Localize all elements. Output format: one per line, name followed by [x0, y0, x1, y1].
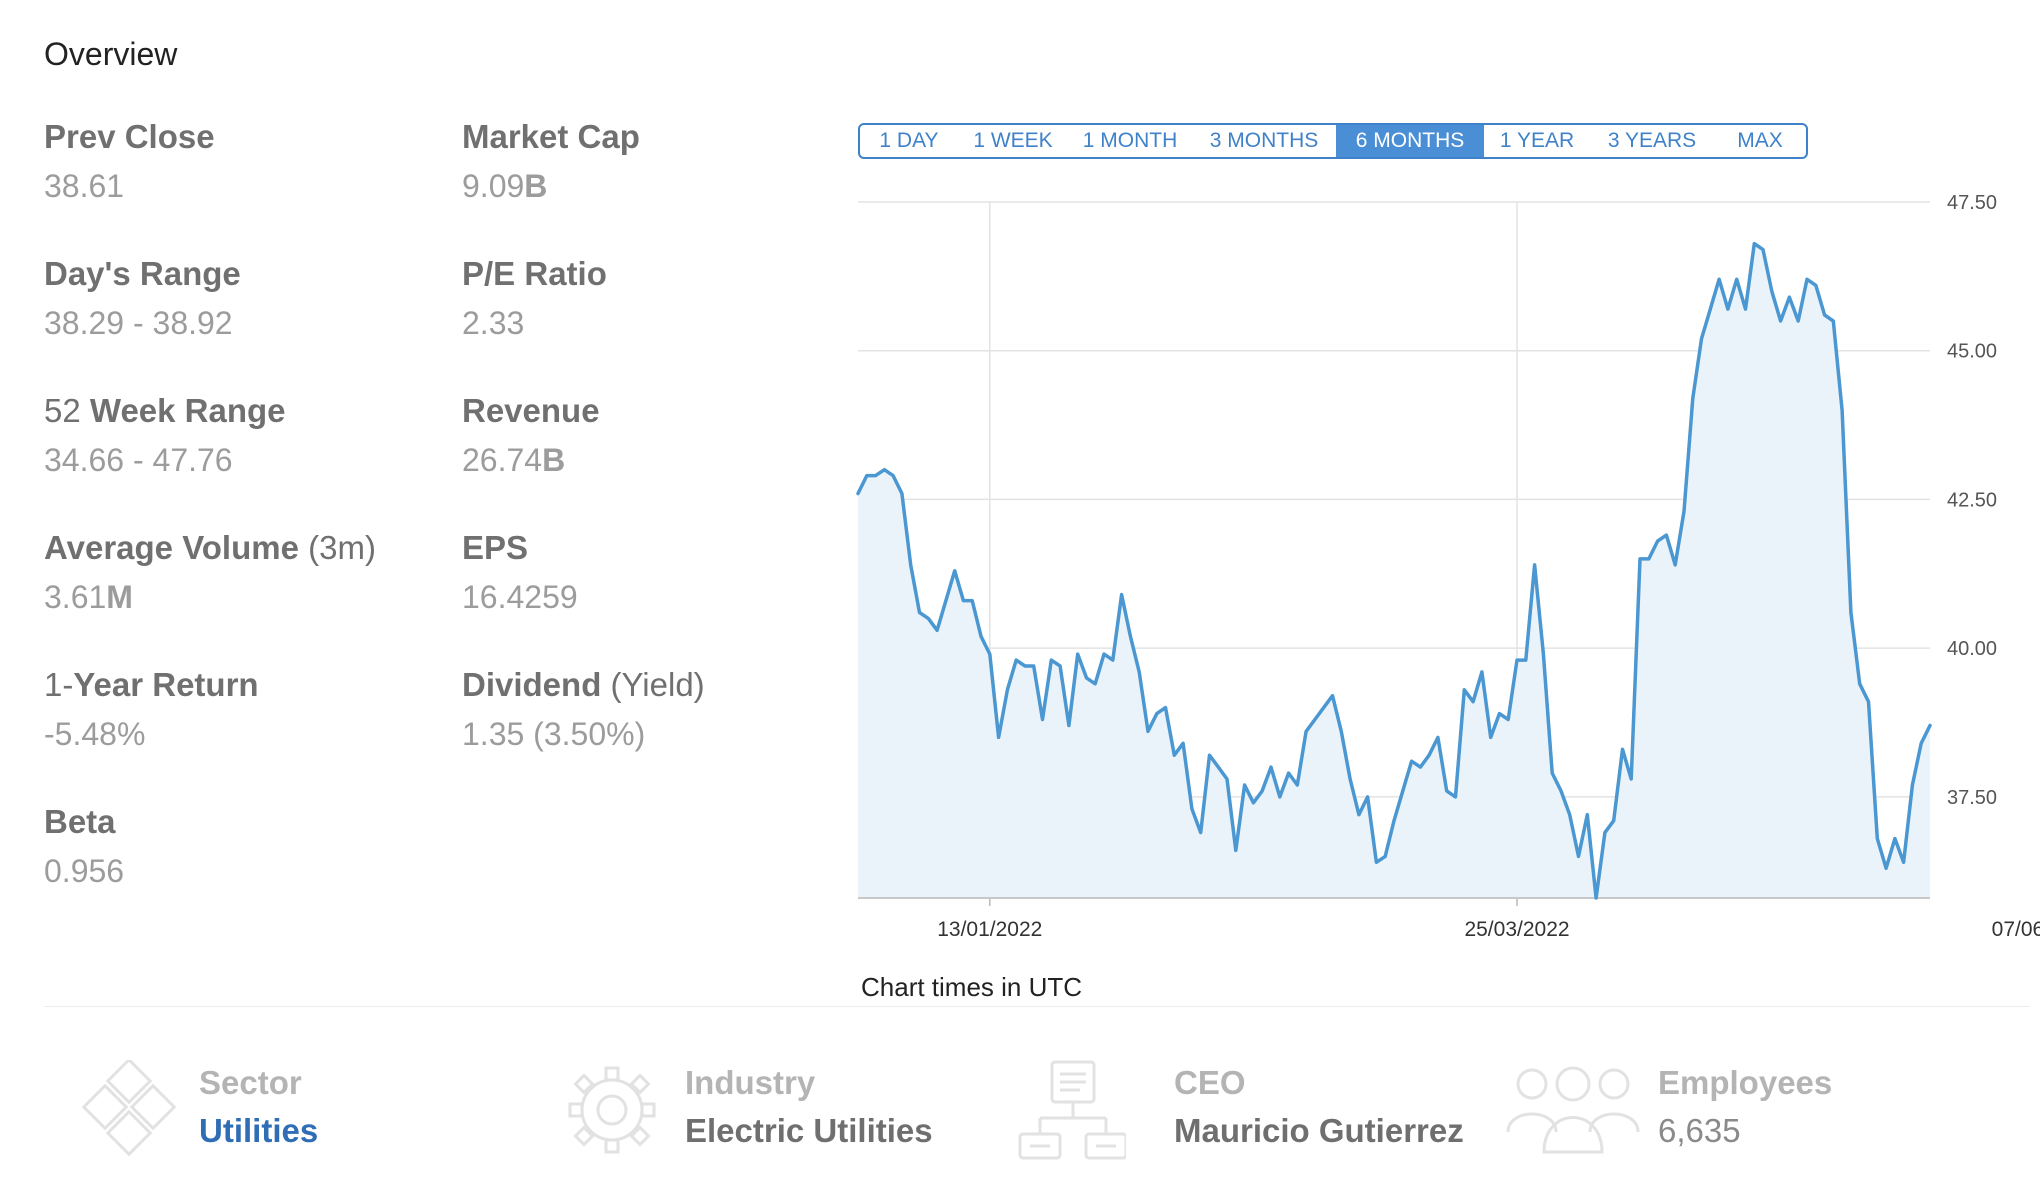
- stat-label-number: 1-: [44, 666, 74, 703]
- gear-icon: [568, 1066, 656, 1154]
- section-divider: [44, 1006, 2030, 1007]
- y-tick-label: 47.50: [1947, 192, 1997, 214]
- tab-1-month[interactable]: 1 MONTH: [1082, 129, 1178, 152]
- stat-value: 1.35 (3.50%): [462, 716, 646, 752]
- stat-prev-close: Prev Close 38.61: [44, 118, 215, 205]
- stat-label-text: Week Range: [89, 392, 286, 429]
- stat-value-unit: B: [524, 168, 548, 204]
- stat-value-number: 26.74: [462, 442, 543, 478]
- price-chart: 37.50 40.00 42.50 45.00 47.50 13/01/2022 25/03…: [856, 192, 2040, 941]
- stat-value: 9.09B: [462, 168, 640, 205]
- stat-label: 52 Week Range: [44, 392, 286, 430]
- stat-days-range: Day's Range 38.29 - 38.92: [44, 255, 241, 342]
- stat-value: 16.4259: [462, 579, 578, 615]
- info-value: Electric Utilities: [685, 1112, 933, 1149]
- tab-1-week[interactable]: 1 WEEK: [973, 129, 1053, 152]
- stat-value: 34.66 - 47.76: [44, 442, 233, 478]
- chart-timezone-note: Chart times in UTC: [861, 972, 1083, 1002]
- overview-title: Overview: [44, 36, 178, 72]
- stat-value-number: 3.61: [44, 579, 107, 615]
- stat-label-number: 52: [44, 392, 81, 429]
- people-icon: [1506, 1066, 1640, 1154]
- stat-value: 0.956: [44, 853, 125, 889]
- stat-value: 26.74B: [462, 442, 600, 479]
- info-label: CEO: [1174, 1064, 1246, 1101]
- stat-label: Prev Close: [44, 118, 215, 155]
- stat-value-unit: B: [542, 442, 566, 478]
- diamond-grid-icon: [81, 1060, 177, 1157]
- stat-label: Average Volume (3m): [44, 529, 376, 567]
- price-line: [856, 241, 1932, 900]
- stat-value-unit: M: [106, 579, 133, 615]
- price-area-fill: [858, 243, 1930, 899]
- info-label: Sector: [199, 1064, 302, 1101]
- info-value: 6,635: [1658, 1112, 1741, 1149]
- x-tick-label: 25/03/2022: [1464, 918, 1569, 941]
- info-label: Employees: [1658, 1064, 1833, 1101]
- stat-label: EPS: [462, 529, 529, 566]
- info-label: Industry: [685, 1064, 816, 1101]
- stat-label: Dividend (Yield): [462, 666, 705, 704]
- info-value: Mauricio Gutierrez: [1174, 1112, 1464, 1149]
- x-tick-label: 07/06/2022: [1992, 918, 2040, 941]
- stat-label: 1-Year Return: [44, 666, 259, 704]
- stat-label-suffix: (Yield): [610, 666, 705, 703]
- stat-pe-ratio: P/E Ratio 2.33: [462, 255, 607, 342]
- tab-max[interactable]: MAX: [1737, 129, 1783, 152]
- y-tick-label: 45.00: [1947, 341, 1997, 363]
- x-tick-label: 13/01/2022: [937, 918, 1042, 941]
- stat-label-suffix: (3m): [308, 529, 376, 566]
- stat-beta: Beta 0.956: [44, 803, 124, 890]
- tab-1-year[interactable]: 1 YEAR: [1499, 129, 1575, 152]
- stat-revenue: Revenue 26.74B: [462, 392, 600, 479]
- stat-value: 38.61: [44, 168, 125, 204]
- stat-value: 2.33: [462, 305, 525, 341]
- stat-value: 38.29 - 38.92: [44, 305, 233, 341]
- stat-label-text: Dividend: [462, 666, 602, 703]
- stat-label-text: Year Return: [73, 666, 259, 703]
- y-tick-label: 42.50: [1947, 489, 1997, 511]
- y-tick-label: 37.50: [1947, 787, 1997, 809]
- stat-dividend: Dividend (Yield) 1.35 (3.50%): [462, 666, 705, 753]
- tab-3-months[interactable]: 3 MONTHS: [1209, 129, 1319, 152]
- stat-label: Revenue: [462, 392, 600, 429]
- stat-value: -5.48%: [44, 716, 146, 752]
- stat-label-text: Average Volume: [44, 529, 299, 566]
- stat-label: P/E Ratio: [462, 255, 607, 292]
- time-range-tabs: 1 DAY 1 WEEK 1 MONTH 3 MONTHS 6 MONTHS 1…: [858, 123, 1808, 159]
- stat-value: 3.61M: [44, 579, 376, 616]
- stat-one-year-return: 1-Year Return -5.48%: [44, 666, 259, 753]
- stat-label: Market Cap: [462, 118, 640, 155]
- stat-label: Beta: [44, 803, 116, 840]
- tab-1-day[interactable]: 1 DAY: [879, 129, 939, 152]
- stat-label: Day's Range: [44, 255, 241, 292]
- stat-value-number: 9.09: [462, 168, 525, 204]
- stat-52-week-range: 52 Week Range 34.66 - 47.76: [44, 392, 286, 479]
- stat-average-volume: Average Volume (3m) 3.61M: [44, 529, 376, 616]
- stat-eps: EPS 16.4259: [462, 529, 578, 616]
- tab-6-months[interactable]: 6 MONTHS: [1336, 125, 1484, 157]
- org-chart-icon: [1018, 1060, 1126, 1160]
- y-tick-label: 40.00: [1947, 638, 1997, 660]
- sector-link[interactable]: Utilities: [199, 1112, 319, 1149]
- stat-market-cap: Market Cap 9.09B: [462, 118, 640, 205]
- tab-3-years[interactable]: 3 YEARS: [1607, 129, 1697, 152]
